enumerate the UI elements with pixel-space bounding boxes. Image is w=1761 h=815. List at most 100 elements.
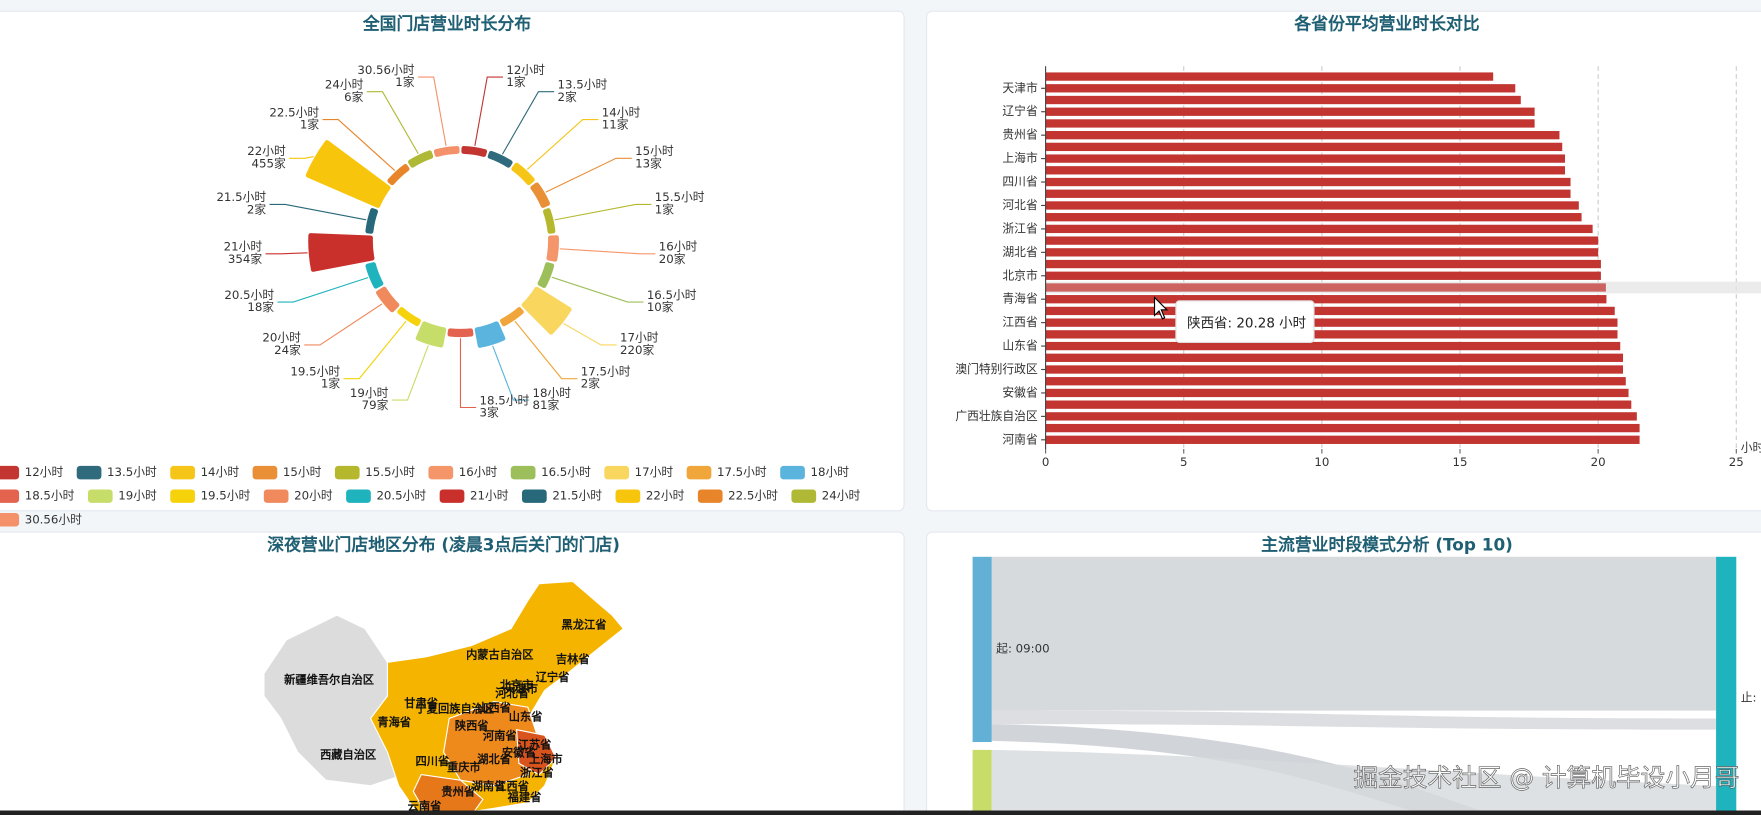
legend-label[interactable]: 19小时 <box>118 489 157 503</box>
bar[interactable] <box>1045 306 1615 316</box>
bar[interactable] <box>1045 213 1582 222</box>
rose-sector[interactable] <box>461 145 488 157</box>
legend-swatch[interactable] <box>263 489 289 503</box>
bar[interactable] <box>1045 131 1560 140</box>
legend-item[interactable]: 19.5小时 <box>170 489 251 503</box>
bar[interactable] <box>1045 248 1599 257</box>
rose-sector[interactable] <box>500 307 524 327</box>
legend-item[interactable]: 22.5小时 <box>697 489 778 503</box>
legend-label[interactable]: 15.5小时 <box>365 465 415 479</box>
bar[interactable] <box>1045 119 1535 128</box>
legend-label[interactable]: 22小时 <box>646 489 685 503</box>
bar[interactable] <box>1045 283 1606 292</box>
bar[interactable] <box>1045 95 1521 105</box>
legend-swatch[interactable] <box>0 465 20 480</box>
legend-label[interactable]: 20.5小时 <box>376 489 426 503</box>
bar[interactable] <box>1045 423 1640 433</box>
legend-item[interactable]: 18.5小时 <box>0 489 75 503</box>
bar[interactable] <box>1045 412 1637 421</box>
legend-swatch[interactable] <box>334 465 360 480</box>
legend-label[interactable]: 18小时 <box>811 465 850 479</box>
legend-item[interactable]: 15.5小时 <box>334 465 415 480</box>
rose-sector[interactable] <box>530 182 551 208</box>
legend-swatch[interactable] <box>428 465 454 480</box>
legend-item[interactable]: 20小时 <box>263 489 333 503</box>
legend-swatch[interactable] <box>510 465 536 480</box>
rose-sector[interactable] <box>365 262 384 289</box>
rose-sector[interactable] <box>447 328 474 338</box>
legend-label[interactable]: 30.56小时 <box>25 512 82 526</box>
legend-swatch[interactable] <box>780 465 805 480</box>
bar[interactable] <box>1045 259 1601 269</box>
bar[interactable] <box>1045 154 1565 163</box>
bar[interactable] <box>1045 142 1563 152</box>
legend-item[interactable]: 14小时 <box>170 465 239 480</box>
legend-swatch[interactable] <box>0 489 20 503</box>
bar[interactable] <box>1045 318 1618 327</box>
legend-swatch[interactable] <box>87 489 113 503</box>
legend-label[interactable]: 16小时 <box>459 465 498 479</box>
rose-sector[interactable] <box>415 321 447 348</box>
legend-swatch[interactable] <box>170 489 195 503</box>
legend-swatch[interactable] <box>252 465 278 480</box>
legend-swatch[interactable] <box>439 489 465 503</box>
legend-label[interactable]: 21小时 <box>470 489 509 503</box>
legend-item[interactable]: 16.5小时 <box>510 465 591 480</box>
legend-item[interactable]: 20.5小时 <box>346 489 426 503</box>
legend-swatch[interactable] <box>686 465 712 480</box>
bar[interactable] <box>1045 166 1565 175</box>
sankey-node[interactable] <box>1716 556 1737 815</box>
legend-label[interactable]: 24小时 <box>822 489 861 503</box>
bar[interactable] <box>1045 353 1624 362</box>
legend-swatch[interactable] <box>76 465 102 480</box>
legend-swatch[interactable] <box>346 489 371 503</box>
bar[interactable] <box>1045 224 1593 234</box>
bar[interactable] <box>1045 435 1640 444</box>
rose-sector[interactable] <box>474 321 506 348</box>
legend-label[interactable]: 16.5小时 <box>541 465 591 479</box>
bar[interactable] <box>1045 341 1621 351</box>
legend-item[interactable]: 24小时 <box>791 489 860 503</box>
legend-label[interactable]: 20小时 <box>294 489 333 503</box>
legend-swatch[interactable] <box>791 489 817 503</box>
rose-sector[interactable] <box>542 208 556 234</box>
bar[interactable] <box>1045 201 1579 210</box>
legend-label[interactable]: 13.5小时 <box>107 465 157 479</box>
legend-swatch[interactable] <box>697 489 723 503</box>
legend-label[interactable]: 17.5小时 <box>717 465 767 479</box>
legend-item[interactable]: 17小时 <box>604 465 674 480</box>
rose-sector[interactable] <box>521 286 572 335</box>
legend-swatch[interactable] <box>615 489 641 503</box>
legend-item[interactable]: 22小时 <box>615 489 685 503</box>
rose-sector[interactable] <box>305 140 391 208</box>
sankey-node[interactable] <box>972 556 992 743</box>
legend-item[interactable]: 17.5小时 <box>686 465 767 480</box>
legend-item[interactable]: 18小时 <box>780 465 850 480</box>
bar[interactable] <box>1045 330 1618 339</box>
legend-item[interactable]: 21.5小时 <box>521 489 602 503</box>
legend-label[interactable]: 21.5小时 <box>552 489 602 503</box>
bar[interactable] <box>1045 107 1535 116</box>
rose-sector[interactable] <box>387 164 410 186</box>
legend-item[interactable]: 19小时 <box>87 489 157 503</box>
legend-label[interactable]: 18.5小时 <box>25 489 75 503</box>
bar[interactable] <box>1045 236 1599 245</box>
legend-label[interactable]: 19.5小时 <box>201 489 251 503</box>
rose-sector[interactable] <box>433 145 460 157</box>
legend-item[interactable]: 15小时 <box>252 465 322 480</box>
bar[interactable] <box>1045 189 1571 198</box>
bar[interactable] <box>1045 84 1516 93</box>
bar[interactable] <box>1045 365 1624 374</box>
legend-item[interactable]: 13.5小时 <box>76 465 157 480</box>
rose-sector[interactable] <box>376 286 400 313</box>
rose-sector[interactable] <box>546 235 559 262</box>
rose-sector[interactable] <box>407 150 434 168</box>
rose-sector[interactable] <box>397 307 421 327</box>
legend-item[interactable]: 30.56小时 <box>0 512 82 527</box>
legend-label[interactable]: 15小时 <box>283 465 322 479</box>
rose-sector[interactable] <box>511 162 535 186</box>
legend-label[interactable]: 22.5小时 <box>728 489 778 503</box>
bar[interactable] <box>1045 271 1601 280</box>
legend-item[interactable]: 21小时 <box>439 489 509 503</box>
legend-label[interactable]: 17小时 <box>635 465 674 479</box>
